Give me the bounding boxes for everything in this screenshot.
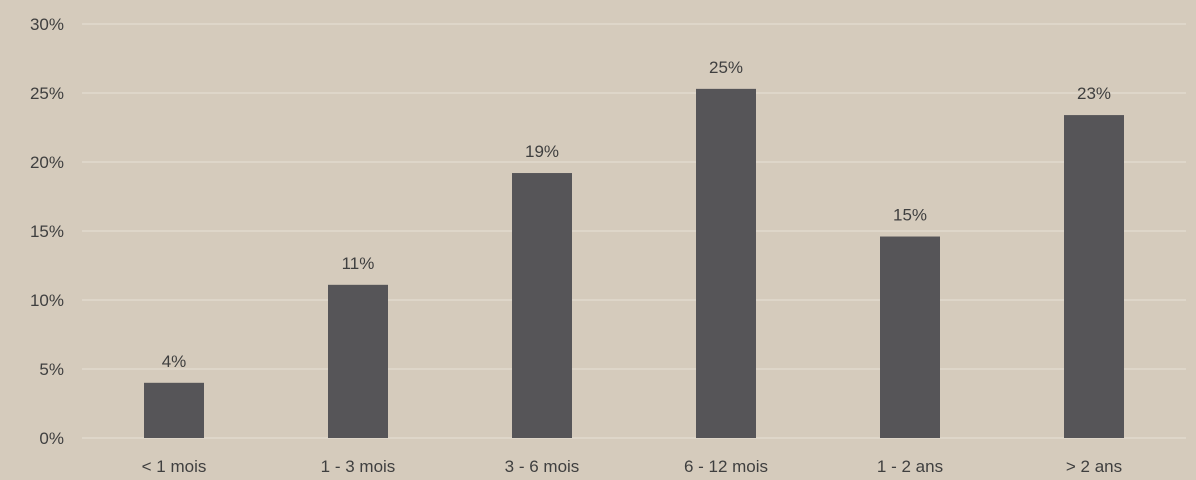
data-labels: 4% 11% 19% 25% 15% 23% — [162, 58, 1111, 371]
x-category-label: > 2 ans — [1066, 457, 1122, 476]
y-tick-label: 0% — [39, 429, 64, 448]
x-category-label: 3 - 6 mois — [505, 457, 580, 476]
y-tick-label: 30% — [30, 15, 64, 34]
bar — [696, 88, 756, 439]
bar — [512, 173, 572, 439]
data-label: 15% — [893, 206, 927, 225]
bar — [880, 236, 940, 438]
x-category-label: < 1 mois — [142, 457, 207, 476]
data-label: 19% — [525, 142, 559, 161]
y-tick-label: 5% — [39, 360, 64, 379]
y-tick-label: 10% — [30, 291, 64, 310]
bar — [1064, 115, 1124, 438]
data-label: 11% — [342, 254, 375, 273]
bars — [144, 88, 1124, 439]
data-label: 25% — [709, 58, 743, 77]
bar — [144, 382, 204, 438]
x-category-label: 6 - 12 mois — [684, 457, 768, 476]
gridlines — [82, 23, 1186, 439]
data-label: 23% — [1077, 84, 1111, 103]
x-category-label: 1 - 2 ans — [877, 457, 943, 476]
data-label: 4% — [162, 352, 187, 371]
y-tick-label: 20% — [30, 153, 64, 172]
y-tick-label: 15% — [30, 222, 64, 241]
y-tick-label: 25% — [30, 84, 64, 103]
x-category-label: 1 - 3 mois — [321, 457, 396, 476]
bar — [328, 284, 388, 438]
y-axis-tick-labels: 0% 5% 10% 15% 20% 25% 30% — [30, 15, 64, 448]
x-axis-category-labels: < 1 mois 1 - 3 mois 3 - 6 mois 6 - 12 mois 1… — [142, 457, 1122, 476]
